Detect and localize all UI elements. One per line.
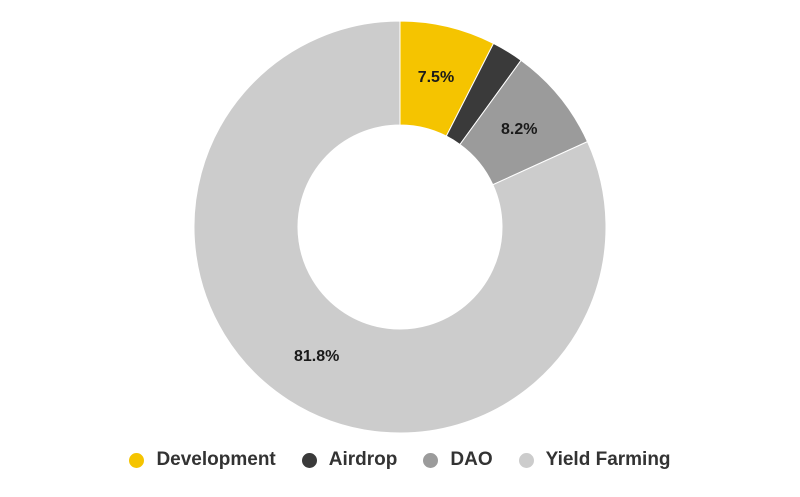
slice-yield-farming bbox=[193, 20, 607, 434]
slice-label-development: 7.5% bbox=[418, 69, 454, 86]
chart-legend: Development Airdrop DAO Yield Farming bbox=[0, 447, 800, 473]
legend-label: Development bbox=[156, 449, 276, 470]
slice-label-dao: 8.2% bbox=[501, 121, 537, 138]
legend-item-dao[interactable]: DAO bbox=[423, 449, 493, 471]
legend-label: DAO bbox=[450, 449, 493, 470]
legend-swatch-icon bbox=[423, 452, 439, 468]
legend-label: Airdrop bbox=[328, 449, 398, 470]
legend-swatch-icon bbox=[301, 452, 317, 468]
legend-swatch-icon bbox=[129, 452, 145, 468]
slice-label-yield-farming: 81.8% bbox=[294, 348, 339, 365]
legend-item-airdrop[interactable]: Airdrop bbox=[301, 449, 398, 471]
legend-item-development[interactable]: Development bbox=[129, 449, 276, 471]
legend-swatch-icon bbox=[518, 452, 534, 468]
legend-label: Yield Farming bbox=[545, 449, 671, 470]
legend-item-yield-farming[interactable]: Yield Farming bbox=[518, 449, 671, 471]
